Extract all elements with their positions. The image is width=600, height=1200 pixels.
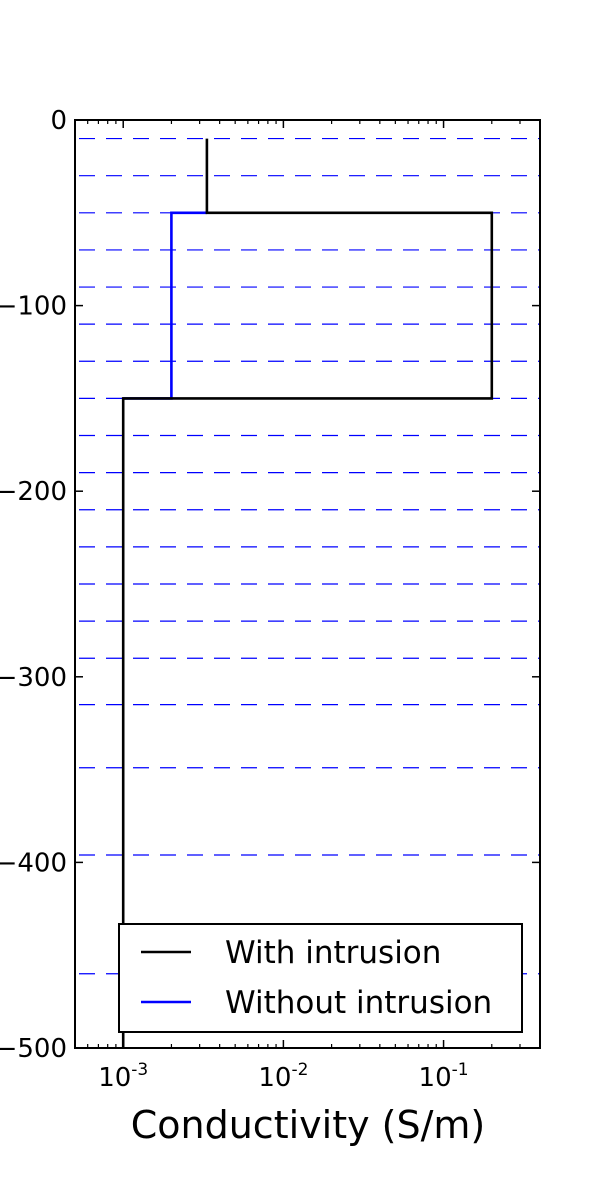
x-axis-label: Conductivity (S/m) xyxy=(131,1103,486,1147)
y-tick-label: −400 xyxy=(0,848,67,878)
data-series xyxy=(121,138,494,1048)
y-tick-label: −200 xyxy=(0,477,67,507)
legend: With intrusion Without intrusion xyxy=(118,923,523,1033)
series-line-without-intrusion xyxy=(123,211,207,400)
y-tick-label: −500 xyxy=(0,1034,67,1064)
axis-ticks: 0 −100 −200 −300 −400 −500 10-3 10-2 10-1 xyxy=(0,106,541,1093)
x-tick-label: 10-2 xyxy=(258,1060,308,1093)
legend-box xyxy=(118,923,523,1033)
legend-label: Without intrusion xyxy=(225,985,492,1021)
y-tick-label: 0 xyxy=(50,106,67,136)
y-tick-label: −100 xyxy=(0,292,67,322)
series-line-with-intrusion xyxy=(121,138,494,1048)
layer-boundary-lines xyxy=(75,137,540,975)
legend-label: With intrusion xyxy=(225,935,441,971)
x-tick-label: 10-1 xyxy=(419,1060,469,1093)
plot-frame xyxy=(74,119,541,1049)
y-tick-label: −300 xyxy=(0,663,67,693)
x-tick-label: 10-3 xyxy=(98,1060,148,1093)
